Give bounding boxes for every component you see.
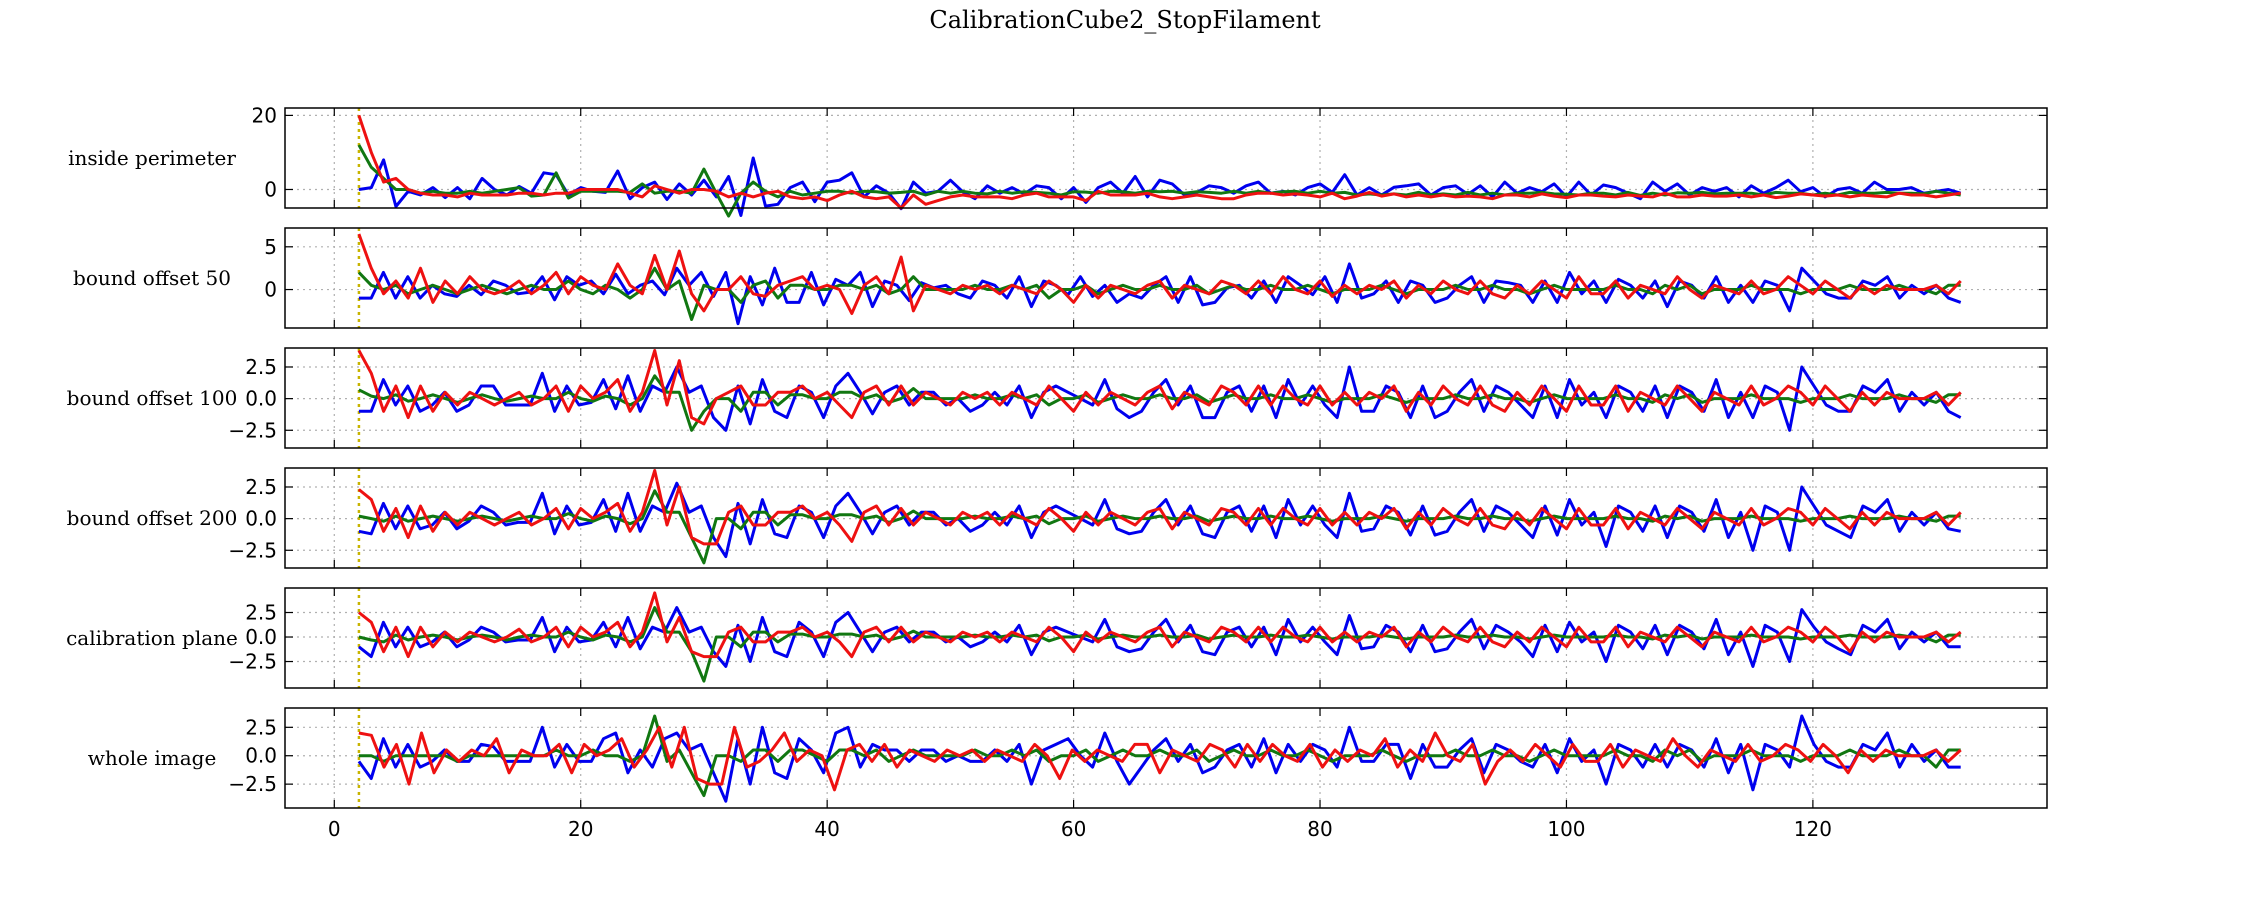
x-tick-label: 100 [1547,817,1585,841]
panels: 0 20 inside perimeter 0 5 bound offset 50 −2.5… [66,103,2048,841]
series-line-2 [357,469,1962,546]
panel-5: −2.5 0.0 2.5 whole image [88,707,2048,809]
series-line-0 [358,156,1962,217]
y-tick-label: 0.0 [245,744,277,768]
panel-label: inside perimeter [68,146,236,170]
panel-frame [284,467,2048,569]
y-tick-label: 0 [264,278,277,302]
y-tick-label: 2.5 [245,475,277,499]
series-line-2 [357,349,1962,426]
panel-frame [284,227,2048,329]
panel-1: 0 5 bound offset 50 [73,227,2048,329]
panel-0: 0 20 inside perimeter [68,103,2048,218]
series-line-1 [358,714,1961,797]
y-tick-label: −2.5 [228,418,277,442]
panel-label: whole image [88,746,217,770]
y-tick-label: 2.5 [245,715,277,739]
series-line-1 [358,606,1961,683]
y-tick-label: 20 [252,103,277,127]
x-tick-label: 20 [568,817,593,841]
series-line-2 [357,591,1962,659]
y-tick-label: 2.5 [245,601,277,625]
panel-label: bound offset 200 [67,506,238,530]
panel-4: −2.50.02.5 calibration plane [66,587,2048,689]
panel-3: −2.5 0.0 2.5 bound offset 200 [67,467,2048,569]
y-tick-label: 0.0 [245,387,277,411]
panel-frame [284,587,2048,689]
series-line-0 [358,481,1962,559]
panel-frame [284,107,2048,209]
series-line-0 [358,262,1962,326]
series-line-1 [357,266,1961,321]
y-tick-label: −2.5 [228,772,277,796]
panel-2: −2.5 0.0 2.5 bound offset 100 [67,347,2048,449]
panel-frame [284,707,2048,809]
series-line-2 [357,233,1962,315]
series-line-2 [357,114,1961,210]
x-tick-label: 60 [1061,817,1086,841]
y-tick-label: −2.5 [228,538,277,562]
y-tick-label: 5 [264,235,277,259]
panel-label: bound offset 50 [73,266,231,290]
y-tick-label: 2.5 [245,355,277,379]
x-tick-label: 120 [1794,817,1832,841]
panel-frame [284,347,2048,449]
series-line-1 [358,489,1961,565]
x-tick-label: 40 [814,817,839,841]
series-line-2 [358,725,1962,792]
y-tick-label: −2.5 [228,650,277,674]
panel-label: bound offset 100 [67,386,238,410]
series-line-0 [357,714,1961,803]
panel-label: calibration plane [66,626,238,650]
y-tick-label: 0.0 [245,507,277,531]
x-tick-label: 0 [328,817,341,841]
y-tick-label: 0.0 [245,625,277,649]
x-tick-label: 80 [1307,817,1332,841]
y-tick-label: 0 [264,177,277,201]
chart-title: CalibrationCube2_StopFilament [929,6,1321,34]
